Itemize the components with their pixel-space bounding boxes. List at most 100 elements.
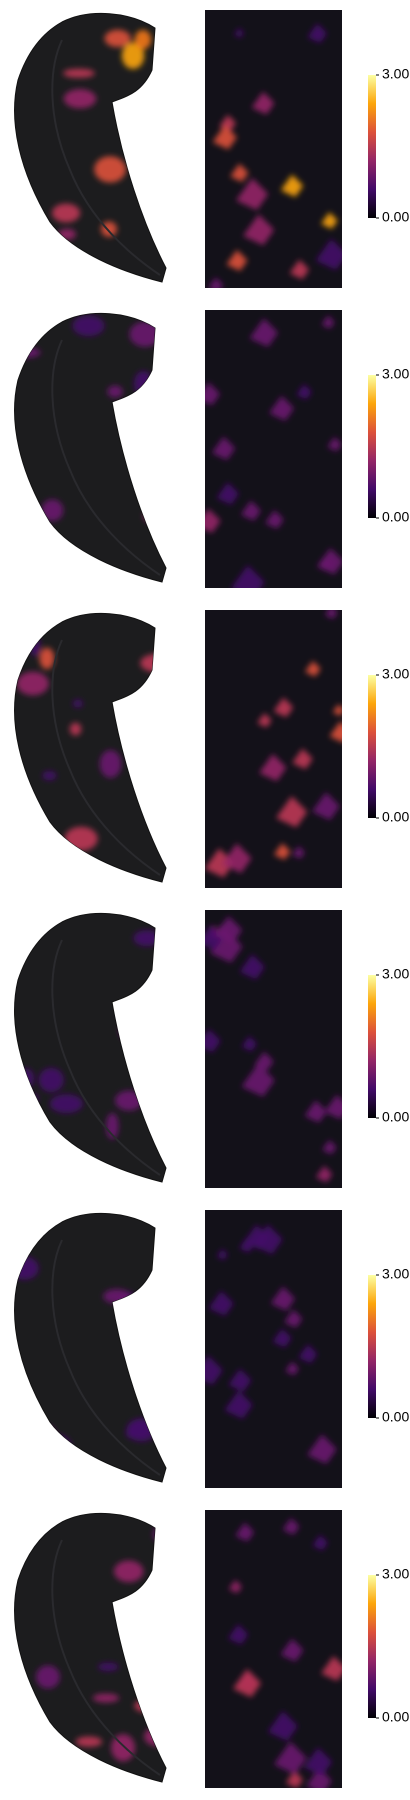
activity-patch <box>214 916 243 944</box>
activity-blob <box>64 826 98 851</box>
activity-patch <box>292 748 313 770</box>
activity-patch <box>251 91 275 115</box>
activity-patch <box>259 753 287 782</box>
activity-patch <box>233 27 245 38</box>
activity-patch <box>274 1741 307 1775</box>
flat-map <box>205 1510 342 1788</box>
activity-patch <box>232 1669 262 1698</box>
activity-blob <box>38 1067 64 1093</box>
activity-patch <box>303 1747 333 1776</box>
activity-patch <box>212 125 237 150</box>
activity-blob <box>104 29 131 48</box>
flat-activity <box>205 916 342 1183</box>
activity-patch <box>270 1286 296 1311</box>
activity-patch <box>205 1029 221 1053</box>
panel: 0.00 3.00 <box>14 310 409 588</box>
activity-patch <box>257 713 272 728</box>
flat-map <box>205 10 342 288</box>
activity-patch <box>239 954 265 980</box>
flat-activity <box>227 1517 342 1788</box>
activity-patch <box>239 1237 254 1253</box>
activity-blob <box>49 1094 83 1114</box>
activity-blob <box>14 506 41 529</box>
activity-patch <box>205 382 221 406</box>
activity-patch <box>227 1624 249 1645</box>
activity-blob <box>107 385 123 398</box>
activity-blob <box>14 1116 35 1140</box>
activity-patch <box>254 1051 274 1071</box>
activity-blob <box>63 89 97 109</box>
panel: 0.00 3.00 <box>14 1510 409 1788</box>
activity-blob <box>14 1256 39 1280</box>
activity-blob <box>147 1590 159 1614</box>
activity-blob <box>129 321 161 347</box>
activity-patch <box>315 238 342 271</box>
activity-blob <box>41 499 64 522</box>
activity-blob <box>92 1693 120 1703</box>
activity-blob <box>143 509 164 523</box>
colorbar-tick-label: 0.00 <box>382 509 409 525</box>
colorbar <box>368 75 376 218</box>
colorbar-tick-label: 0.00 <box>382 1709 409 1725</box>
activity-patch <box>332 704 342 716</box>
activity-patch <box>272 1328 292 1348</box>
activity-patch <box>322 1139 337 1155</box>
activity-patch <box>329 721 342 743</box>
activity-patch <box>269 395 295 421</box>
activity-patch <box>231 565 265 588</box>
surface-fold <box>51 339 161 576</box>
activity-patch <box>235 1522 255 1542</box>
activity-patch <box>327 436 342 452</box>
colorbar-tick-label: 0.00 <box>382 809 409 825</box>
activity-patch <box>205 848 234 878</box>
activity-blob <box>73 862 94 882</box>
activity-patch <box>273 697 294 718</box>
colorbar-tick-label: 3.00 <box>382 666 409 682</box>
activity-patch <box>236 177 269 211</box>
activity-patch <box>280 174 304 198</box>
activity-patch <box>230 163 249 183</box>
activity-patch <box>215 924 228 937</box>
activity-blob <box>135 416 152 433</box>
colorbar-tick-label: 3.00 <box>382 1566 409 1582</box>
activity-blob <box>113 1560 144 1583</box>
activity-blob <box>14 347 41 358</box>
activity-blob <box>99 750 122 778</box>
activity-patch <box>304 1100 327 1123</box>
activity-patch <box>216 1248 228 1261</box>
activity-patch <box>307 1434 337 1464</box>
activity-patch <box>228 1368 252 1392</box>
colorbar <box>368 975 376 1118</box>
activity-blob <box>121 42 145 69</box>
activity-blob <box>134 30 152 50</box>
activity-patch <box>205 1355 223 1385</box>
colorbar-tick-label: 3.00 <box>382 1266 409 1282</box>
activity-patch <box>205 925 224 951</box>
activity-patch <box>249 318 279 347</box>
activity-patch <box>267 1710 298 1742</box>
activity-blob <box>14 1462 30 1482</box>
activity-blob <box>36 1665 60 1689</box>
activity-blob <box>14 1213 43 1239</box>
activity-patch <box>289 259 310 280</box>
activity-patch <box>252 1224 283 1255</box>
colorbar-tick-label: 3.00 <box>382 366 409 382</box>
surface-fold <box>51 939 161 1176</box>
surface <box>14 1213 167 1483</box>
activity-blob <box>140 654 166 673</box>
activity-blob <box>39 647 55 670</box>
activity-patch <box>321 212 338 229</box>
activity-blob <box>14 1092 39 1104</box>
colorbar <box>368 375 376 518</box>
colorbar <box>368 1575 376 1718</box>
activity-patch <box>240 500 261 521</box>
activity-blob <box>16 671 49 696</box>
panel: 0.00 3.00 <box>14 10 409 288</box>
activity-patch <box>265 510 284 529</box>
activity-blob <box>134 1699 158 1713</box>
surface-fold <box>51 639 161 876</box>
surface-fold <box>51 39 161 276</box>
activity-blob <box>42 770 57 781</box>
activity-patch <box>324 1094 342 1120</box>
